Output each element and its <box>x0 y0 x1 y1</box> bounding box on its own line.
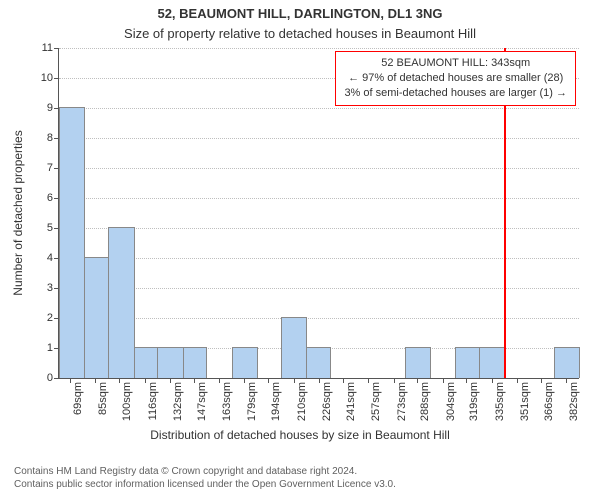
x-tick-label: 319sqm <box>468 382 480 421</box>
gridline <box>59 198 579 199</box>
gridline <box>59 258 579 259</box>
x-tick-label: 147sqm <box>196 382 208 421</box>
y-tick-label: 5 <box>47 222 59 234</box>
x-tick <box>170 378 171 383</box>
page-title: 52, BEAUMONT HILL, DARLINGTON, DL1 3NG <box>0 6 600 21</box>
y-tick-label: 3 <box>47 282 59 294</box>
x-tick-label: 116sqm <box>147 382 159 420</box>
x-axis-title: Distribution of detached houses by size … <box>0 428 600 442</box>
histogram-bar <box>183 347 208 378</box>
y-tick-label: 7 <box>47 162 59 174</box>
histogram-bar <box>157 347 183 378</box>
x-tick-label: 194sqm <box>270 382 282 421</box>
y-axis-title: Number of detached properties <box>11 130 25 295</box>
x-tick <box>194 378 195 383</box>
legend: 52 BEAUMONT HILL: 343sqm← 97% of detache… <box>335 51 576 106</box>
histogram-bar <box>405 347 431 378</box>
x-tick-label: 69sqm <box>72 382 84 415</box>
x-tick-label: 257sqm <box>370 382 382 421</box>
footer-line: Contains public sector information licen… <box>14 479 600 492</box>
gridline <box>59 288 579 289</box>
footer-line: Contains HM Land Registry data © Crown c… <box>14 466 600 479</box>
x-tick <box>492 378 493 383</box>
histogram-plot: 0123456789101169sqm85sqm100sqm116sqm132s… <box>58 48 579 379</box>
x-tick-label: 132sqm <box>172 382 184 421</box>
gridline <box>59 168 579 169</box>
x-tick-label: 273sqm <box>396 382 408 421</box>
x-tick <box>343 378 344 383</box>
x-tick-label: 288sqm <box>419 382 431 421</box>
histogram-bar <box>84 257 109 378</box>
x-tick-label: 304sqm <box>445 382 457 421</box>
histogram-bar <box>455 347 480 378</box>
x-tick <box>541 378 542 383</box>
x-tick <box>443 378 444 383</box>
histogram-bar <box>479 347 505 378</box>
y-tick-label: 10 <box>41 72 59 84</box>
histogram-bar <box>281 317 307 378</box>
x-tick-label: 210sqm <box>296 382 308 421</box>
histogram-bar <box>108 227 134 378</box>
gridline <box>59 228 579 229</box>
x-tick <box>70 378 71 383</box>
x-tick-label: 335sqm <box>494 382 506 421</box>
y-tick-label: 2 <box>47 312 59 324</box>
x-tick <box>368 378 369 383</box>
gridline <box>59 318 579 319</box>
x-tick-label: 366sqm <box>543 382 555 421</box>
gridline <box>59 108 579 109</box>
x-tick <box>319 378 320 383</box>
x-tick-label: 241sqm <box>345 382 357 421</box>
histogram-bar <box>306 347 331 378</box>
gridline <box>59 138 579 139</box>
x-tick <box>294 378 295 383</box>
x-tick <box>145 378 146 383</box>
histogram-bar <box>554 347 580 378</box>
x-tick-label: 382sqm <box>568 382 580 421</box>
y-tick-label: 8 <box>47 132 59 144</box>
y-tick-label: 11 <box>42 42 59 54</box>
page-subtitle: Size of property relative to detached ho… <box>0 26 600 41</box>
x-tick-label: 351sqm <box>519 382 531 421</box>
y-tick-label: 1 <box>47 342 59 354</box>
y-tick-label: 0 <box>47 372 59 384</box>
histogram-bar <box>232 347 258 378</box>
x-tick <box>517 378 518 383</box>
x-tick <box>394 378 395 383</box>
x-tick <box>219 378 220 383</box>
histogram-bar <box>134 347 159 378</box>
y-tick-label: 4 <box>47 252 59 264</box>
attribution-footer: Contains HM Land Registry data © Crown c… <box>0 466 600 491</box>
y-tick-label: 6 <box>47 192 59 204</box>
legend-line: 3% of semi-detached houses are larger (1… <box>344 86 567 101</box>
gridline <box>59 48 579 49</box>
x-tick-label: 100sqm <box>121 382 133 421</box>
legend-line: ← 97% of detached houses are smaller (28… <box>344 71 567 86</box>
x-tick-label: 85sqm <box>97 382 109 415</box>
x-tick-label: 179sqm <box>246 382 258 421</box>
histogram-bar <box>59 107 85 378</box>
legend-line: 52 BEAUMONT HILL: 343sqm <box>344 56 567 71</box>
x-tick-label: 226sqm <box>321 382 333 421</box>
y-tick-label: 9 <box>47 102 59 114</box>
x-tick-label: 163sqm <box>221 382 233 421</box>
